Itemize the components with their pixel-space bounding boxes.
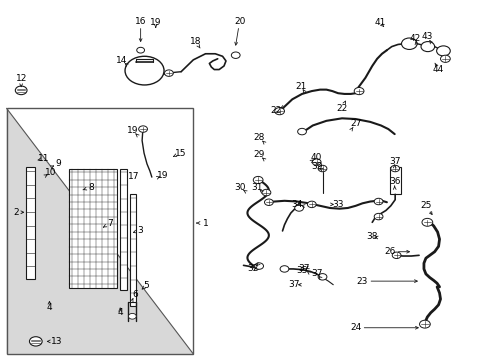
Circle shape bbox=[436, 46, 449, 56]
Circle shape bbox=[373, 198, 382, 205]
Circle shape bbox=[29, 337, 42, 346]
Circle shape bbox=[318, 165, 326, 172]
Circle shape bbox=[262, 189, 270, 196]
Text: 14: 14 bbox=[116, 57, 127, 66]
Bar bbox=[389, 167, 400, 194]
Circle shape bbox=[137, 47, 144, 53]
Circle shape bbox=[401, 38, 416, 49]
Text: 29: 29 bbox=[253, 150, 264, 159]
Text: 24: 24 bbox=[349, 323, 361, 332]
Text: 25: 25 bbox=[419, 201, 431, 210]
Circle shape bbox=[297, 129, 306, 135]
Text: 37: 37 bbox=[388, 157, 400, 166]
Text: 22: 22 bbox=[336, 104, 347, 113]
Circle shape bbox=[253, 176, 263, 184]
Text: 20: 20 bbox=[233, 17, 245, 26]
Text: 5: 5 bbox=[143, 281, 148, 290]
Circle shape bbox=[15, 86, 27, 95]
Circle shape bbox=[280, 266, 288, 272]
Text: 37: 37 bbox=[288, 280, 299, 289]
Circle shape bbox=[307, 201, 316, 208]
Text: 2: 2 bbox=[14, 208, 19, 217]
Text: 21: 21 bbox=[294, 82, 305, 91]
Text: 8: 8 bbox=[88, 183, 94, 192]
Polygon shape bbox=[6, 108, 193, 354]
Bar bbox=[26, 167, 35, 279]
Bar bbox=[69, 168, 117, 288]
Text: 35: 35 bbox=[296, 266, 307, 275]
Text: 26: 26 bbox=[384, 247, 395, 256]
Text: 4: 4 bbox=[117, 308, 122, 317]
Text: 1: 1 bbox=[202, 219, 208, 228]
Circle shape bbox=[274, 108, 284, 115]
Circle shape bbox=[318, 274, 326, 280]
Text: 19: 19 bbox=[157, 171, 168, 180]
Text: 22: 22 bbox=[270, 105, 281, 114]
Circle shape bbox=[294, 205, 303, 211]
Text: 28: 28 bbox=[253, 133, 264, 142]
Circle shape bbox=[125, 56, 163, 85]
Text: 41: 41 bbox=[374, 18, 385, 27]
Circle shape bbox=[264, 199, 273, 206]
Circle shape bbox=[353, 87, 363, 95]
Text: 23: 23 bbox=[356, 276, 367, 285]
Text: 16: 16 bbox=[135, 17, 146, 26]
Bar bbox=[130, 194, 136, 306]
Text: 42: 42 bbox=[409, 34, 420, 43]
Text: 38: 38 bbox=[366, 232, 377, 241]
Text: 6: 6 bbox=[132, 290, 138, 299]
Circle shape bbox=[254, 263, 263, 269]
Text: 34: 34 bbox=[291, 200, 302, 209]
Circle shape bbox=[390, 165, 399, 172]
Text: 37: 37 bbox=[298, 265, 309, 274]
Text: 31: 31 bbox=[250, 183, 262, 192]
Circle shape bbox=[419, 320, 429, 328]
Text: 7: 7 bbox=[107, 219, 113, 228]
Text: 27: 27 bbox=[349, 119, 361, 128]
Circle shape bbox=[391, 252, 400, 258]
Text: 11: 11 bbox=[38, 154, 49, 163]
Circle shape bbox=[139, 126, 147, 132]
Bar bbox=[6, 108, 193, 354]
Text: 43: 43 bbox=[421, 32, 432, 41]
Text: 10: 10 bbox=[45, 168, 57, 177]
Circle shape bbox=[373, 213, 382, 220]
Text: 44: 44 bbox=[432, 65, 443, 74]
Circle shape bbox=[128, 314, 136, 319]
Circle shape bbox=[440, 55, 449, 62]
Text: 30: 30 bbox=[233, 183, 245, 192]
Text: 37: 37 bbox=[310, 269, 322, 278]
Text: 17: 17 bbox=[127, 172, 139, 181]
Text: 13: 13 bbox=[51, 337, 62, 346]
Text: 32: 32 bbox=[247, 265, 259, 274]
Circle shape bbox=[164, 70, 173, 76]
Circle shape bbox=[312, 159, 321, 165]
Text: 19: 19 bbox=[126, 126, 138, 135]
Text: 4: 4 bbox=[46, 303, 52, 312]
Circle shape bbox=[231, 52, 240, 58]
Text: 39: 39 bbox=[310, 162, 322, 171]
Text: 33: 33 bbox=[332, 200, 343, 209]
Text: 9: 9 bbox=[55, 159, 61, 168]
Text: 18: 18 bbox=[190, 37, 201, 46]
Text: 3: 3 bbox=[137, 226, 142, 235]
Text: 36: 36 bbox=[388, 177, 400, 186]
Bar bbox=[120, 168, 127, 291]
Circle shape bbox=[421, 219, 432, 226]
Text: 15: 15 bbox=[175, 149, 186, 158]
Text: 19: 19 bbox=[150, 18, 161, 27]
Text: 12: 12 bbox=[16, 75, 27, 84]
Text: 40: 40 bbox=[310, 153, 322, 162]
Circle shape bbox=[420, 41, 434, 51]
